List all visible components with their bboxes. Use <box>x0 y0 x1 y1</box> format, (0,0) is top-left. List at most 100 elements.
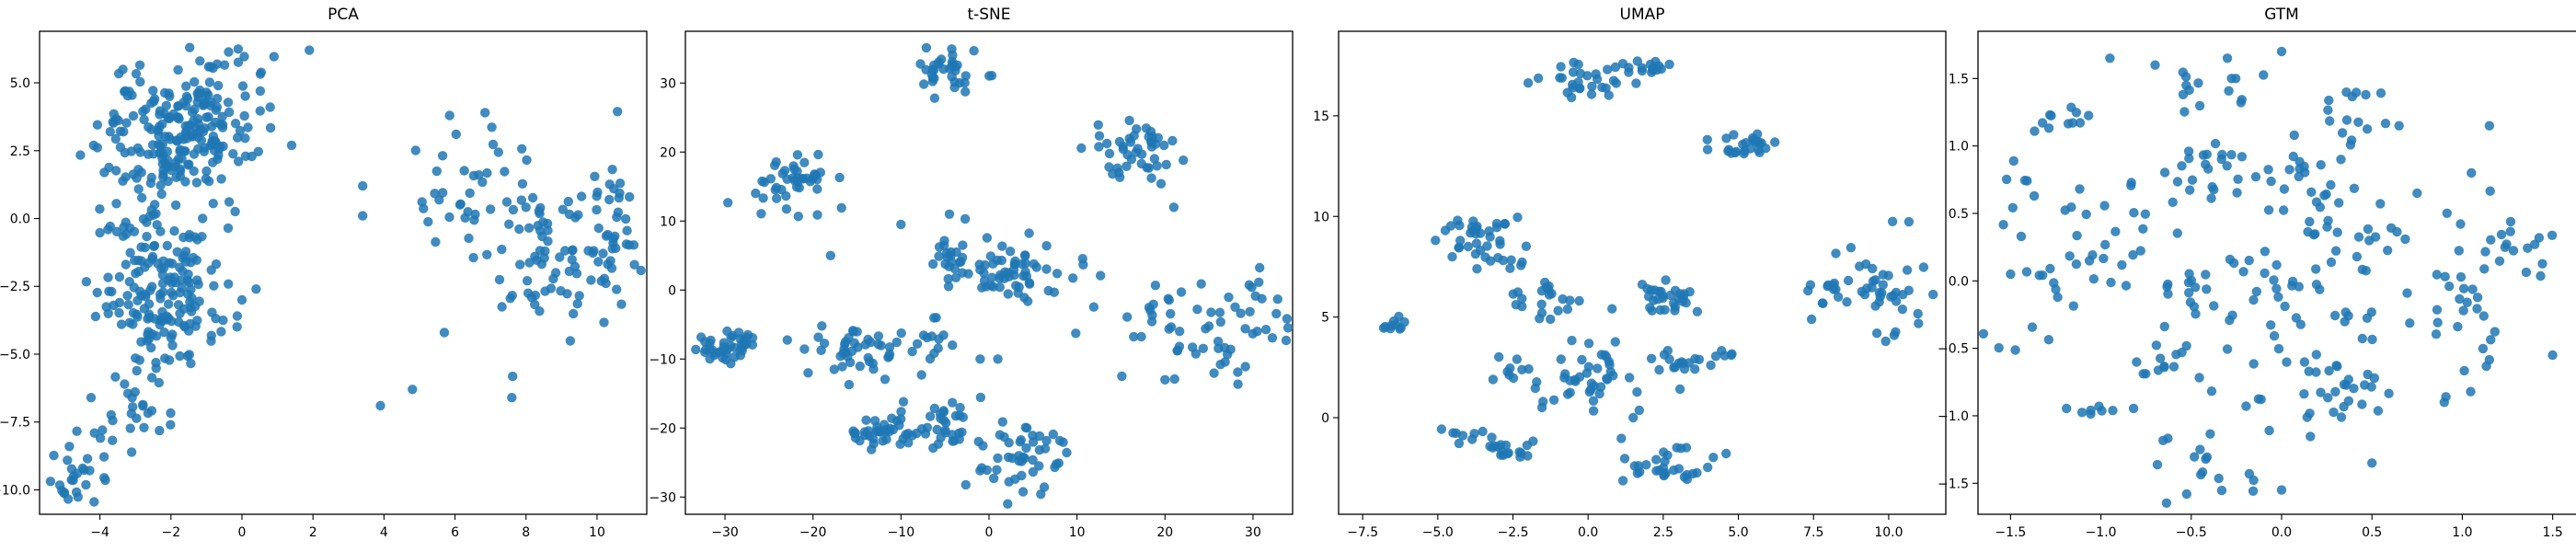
scatter-point <box>1914 318 1924 328</box>
scatter-point <box>572 299 582 309</box>
scatter-point <box>2284 165 2294 175</box>
scatter-point <box>2271 259 2282 270</box>
x-tick-label: 4 <box>380 525 388 540</box>
scatter-point <box>723 198 733 208</box>
scatter-point <box>167 259 178 269</box>
scatter-point <box>999 431 1009 443</box>
scatter-point <box>138 399 148 409</box>
scatter-point <box>770 185 780 195</box>
scatter-point <box>1624 67 1634 77</box>
scatter-point <box>2431 329 2442 339</box>
scatter-point <box>1665 290 1676 301</box>
scatter-point <box>1595 382 1606 392</box>
scatter-point <box>948 397 958 408</box>
scatter-point <box>1568 67 1579 77</box>
scatter-point <box>208 63 218 74</box>
scatter-point <box>986 71 997 81</box>
scatter-point <box>2383 246 2393 256</box>
scatter-point <box>1607 304 1617 314</box>
scatter-point <box>111 226 122 236</box>
scatter-point <box>2233 174 2243 184</box>
scatter-point <box>1399 316 1409 328</box>
scatter-point <box>150 200 160 210</box>
scatter-point <box>1020 267 1030 277</box>
scatter-point <box>113 68 124 79</box>
scatter-point <box>1616 433 1627 443</box>
scatter-point <box>1062 447 1072 458</box>
scatter-point <box>1512 354 1523 364</box>
scatter-point <box>464 233 474 244</box>
scatter-point <box>1708 453 1719 463</box>
scatter-point <box>1282 323 1294 333</box>
x-tick-label: 8 <box>522 525 530 540</box>
scatter-point <box>1166 308 1176 319</box>
scatter-point <box>2138 224 2148 234</box>
scatter-point <box>982 233 993 243</box>
x-tick-label: 0 <box>238 525 247 540</box>
scatter-point <box>1495 236 1505 246</box>
scatter-point <box>2241 401 2251 411</box>
panel-gtm: GTM −1.5 −1.0 −0.5 0.0 0.5 1.0 1.5 −1.5 −1.0 −0.5… <box>1938 6 2576 540</box>
scatter-point <box>1565 387 1575 397</box>
scatter-point <box>938 330 949 340</box>
scatter-point <box>2273 343 2284 354</box>
scatter-point <box>2140 209 2151 219</box>
scatter-point <box>1236 308 1246 318</box>
scatter-point <box>1729 130 1739 140</box>
scatter-point <box>103 272 113 282</box>
scatter-point <box>233 44 244 54</box>
scatter-point <box>2264 425 2274 436</box>
scatter-point <box>840 337 851 347</box>
scatter-point <box>1003 452 1014 463</box>
scatter-point <box>192 114 203 124</box>
scatter-point <box>1126 155 1137 165</box>
scatter-point <box>49 450 59 461</box>
scatter-point <box>2172 177 2183 187</box>
scatter-point <box>203 111 213 122</box>
scatter-point <box>206 336 216 346</box>
scatter-point <box>156 189 167 200</box>
scatter-point <box>1024 228 1034 238</box>
x-tick-label: −0.5 <box>2176 525 2207 540</box>
scatter-point <box>992 465 1002 475</box>
scatter-point <box>880 374 891 385</box>
scatter-point <box>2336 412 2347 422</box>
scatter-point <box>2384 388 2394 398</box>
scatter-point <box>524 258 535 268</box>
scatter-point <box>1918 262 1929 272</box>
scatter-point <box>1233 367 1243 377</box>
scatter-point <box>144 122 154 132</box>
scatter-point <box>1454 438 1465 449</box>
scatter-point <box>1078 259 1088 270</box>
scatter-point <box>1431 236 1441 246</box>
scatter-point <box>1516 448 1526 458</box>
scatter-point <box>232 132 243 143</box>
scatter-point <box>1632 386 1642 397</box>
scatter-point <box>2248 475 2259 486</box>
scatter-point <box>955 257 965 268</box>
scatter-point <box>1717 346 1727 356</box>
scatter-point <box>781 204 792 214</box>
scatter-point <box>126 447 137 457</box>
y-tick-label: −10.0 <box>0 483 30 498</box>
scatter-point <box>1021 443 1031 454</box>
scatter-point <box>2299 357 2310 367</box>
scatter-point <box>122 291 132 301</box>
scatter-point <box>2250 172 2261 182</box>
scatter-point <box>2289 130 2299 141</box>
scatter-point <box>508 204 519 215</box>
scatter-point <box>2279 205 2289 215</box>
scatter-point <box>2027 322 2038 332</box>
scatter-point <box>2547 230 2558 240</box>
scatter-point <box>2043 335 2054 345</box>
scatter-point <box>1167 135 1178 146</box>
scatter-point <box>1559 373 1570 383</box>
scatter-point <box>2151 340 2162 351</box>
scatter-point <box>141 292 151 302</box>
panel-umap: UMAP −7.5 −5.0 −2.5 0.0 2.5 5.0 7.5 10.0 0 5 10 15 <box>1313 6 1947 540</box>
scatter-point <box>1994 342 2004 353</box>
scatter-point <box>975 354 985 364</box>
scatter-point <box>1619 454 1630 464</box>
scatter-point <box>1687 468 1698 479</box>
scatter-point <box>187 293 197 304</box>
